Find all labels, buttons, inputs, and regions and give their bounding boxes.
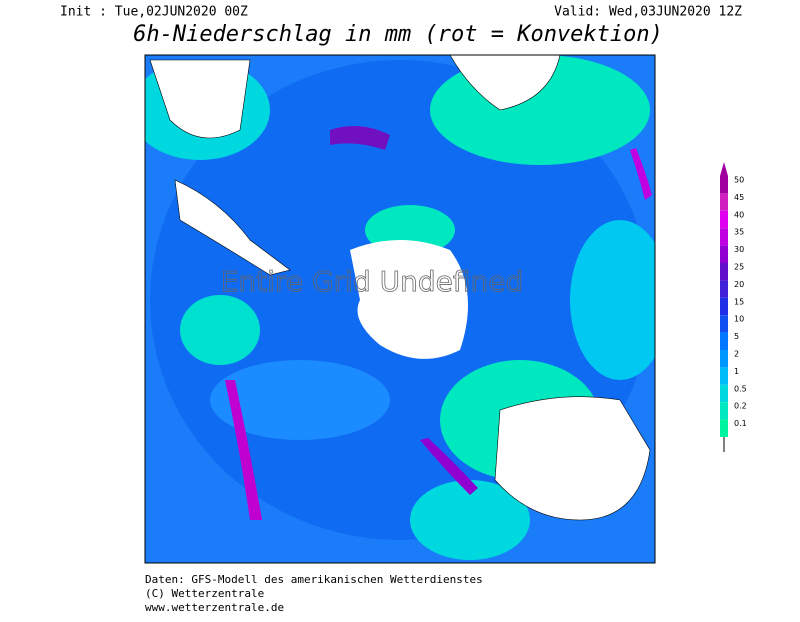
legend-swatch <box>720 263 728 281</box>
legend-swatch <box>720 315 728 333</box>
legend-label: 1 <box>734 367 739 376</box>
legend-swatch <box>720 280 728 298</box>
legend-label: 15 <box>734 297 744 306</box>
legend-swatch <box>720 210 728 229</box>
legend-label: 45 <box>734 193 744 202</box>
legend-swatch <box>720 176 728 194</box>
legend-label: 5 <box>734 332 739 341</box>
legend-label: 0.2 <box>734 402 747 411</box>
legend-swatch <box>720 245 728 263</box>
legend-swatch <box>720 384 728 403</box>
legend-swatch <box>720 193 728 211</box>
legend-swatch <box>720 419 728 437</box>
legend-swatch <box>720 402 728 420</box>
legend-swatch <box>720 367 728 385</box>
legend-label: 20 <box>734 280 744 289</box>
legend-label: 0.1 <box>734 419 747 428</box>
legend-label: 10 <box>734 315 744 324</box>
legend-label: 50 <box>734 176 744 185</box>
color-legend: 50 45 40 35 30 25 20 15 10 5 2 1 0.5 0.2 0.1 <box>720 162 747 452</box>
footer-line: (C) Wetterzentrale <box>145 587 264 600</box>
legend-label: 25 <box>734 263 744 272</box>
legend-swatch <box>720 350 728 368</box>
legend-label: 30 <box>734 245 744 254</box>
map-frame <box>144 54 656 564</box>
legend-label: 35 <box>734 228 744 237</box>
init-time: Init : Tue,02JUN2020 00Z <box>60 5 248 20</box>
footer-line: www.wetterzentrale.de <box>145 601 284 614</box>
map-title: 6h-Niederschlag in mm (rot = Konvektion) <box>133 22 663 47</box>
legend-label: 40 <box>734 210 744 219</box>
legend-label: 0.5 <box>734 384 747 393</box>
legend-swatch <box>720 332 728 350</box>
valid-time: Valid: Wed,03JUN2020 12Z <box>554 5 742 20</box>
legend-swatch <box>720 297 728 316</box>
legend-label: 2 <box>734 350 739 359</box>
legend-cap <box>720 162 728 176</box>
grid-overlay-text: Entire Grid Undefined <box>221 265 524 298</box>
map-field: Entire Grid Undefined <box>145 55 655 563</box>
footer-line: Daten: GFS-Modell des amerikanischen Wet… <box>145 573 483 586</box>
legend-swatch <box>720 228 728 246</box>
